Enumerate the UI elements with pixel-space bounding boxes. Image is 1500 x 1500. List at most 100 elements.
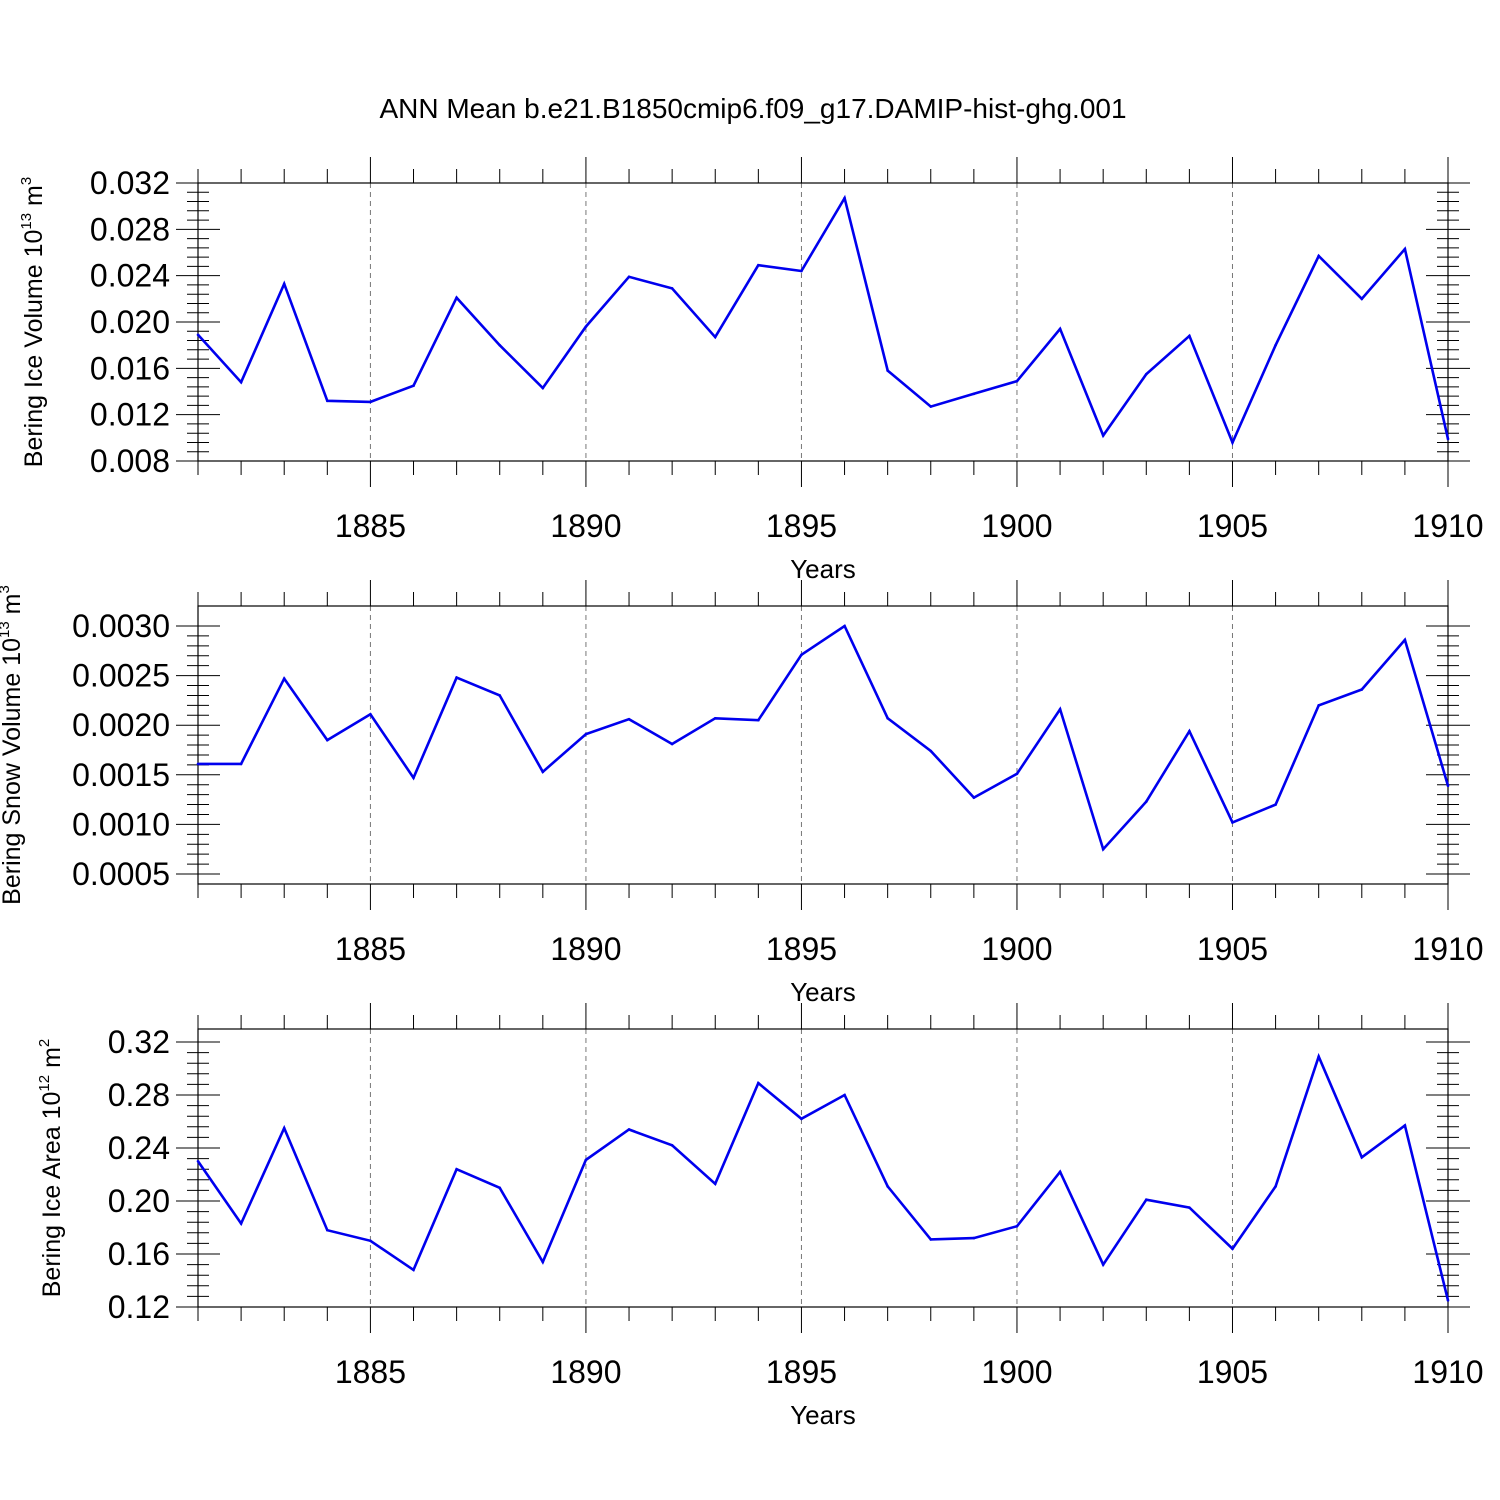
- data-point: [1058, 327, 1062, 331]
- data-point: [455, 296, 458, 299]
- y-tick-label: 0.0030: [72, 608, 170, 644]
- data-point: [1446, 437, 1450, 441]
- x-tick-label-1885: 1885: [335, 931, 406, 967]
- data-point: [1274, 803, 1277, 806]
- x-axis-label: Years: [790, 1400, 856, 1430]
- data-point: [326, 1228, 329, 1232]
- y-tick-label: 0.16: [108, 1236, 170, 1272]
- y-tick-label: 0.0005: [72, 856, 170, 892]
- data-point: [1274, 343, 1277, 347]
- data-point: [239, 762, 243, 766]
- data-point: [1403, 247, 1407, 251]
- data-point: [1403, 638, 1407, 642]
- data-point: [713, 1182, 717, 1186]
- y-tick-label: 0.0020: [72, 707, 170, 743]
- data-point: [196, 762, 200, 766]
- y-axis-label: Bering Ice Area 1012 m2: [36, 1039, 66, 1298]
- data-point: [196, 1159, 200, 1163]
- y-tick-label: 0.12: [108, 1289, 170, 1325]
- x-tick-label-1910: 1910: [1412, 931, 1483, 967]
- data-point: [584, 732, 588, 736]
- data-point: [627, 1128, 631, 1131]
- y-axis-label: Bering Ice Volume 1013 m3: [18, 177, 48, 467]
- data-point: [1317, 704, 1320, 707]
- data-point: [1360, 297, 1364, 301]
- data-point: [282, 1126, 286, 1130]
- plot-frame: [197, 182, 1449, 462]
- data-point: [1144, 372, 1148, 376]
- data-point: [1231, 821, 1234, 824]
- data-point: [369, 712, 372, 716]
- data-point: [843, 1093, 846, 1097]
- data-point: [972, 796, 976, 799]
- x-axis-label: Years: [790, 554, 856, 584]
- data-point: [196, 333, 200, 337]
- x-tick-label-1900: 1900: [981, 508, 1052, 544]
- chart-title: ANN Mean b.e21.B1850cmip6.f09_g17.DAMIP-…: [379, 93, 1126, 124]
- x-tick-label-1895: 1895: [766, 931, 837, 967]
- y-tick-label: 0.016: [90, 350, 170, 386]
- data-point: [541, 386, 545, 390]
- x-tick-label-1890: 1890: [550, 931, 621, 967]
- series-line-ice-volume: [197, 194, 1450, 446]
- data-point: [886, 369, 889, 372]
- data-point: [1144, 1198, 1148, 1201]
- y-tick-label: 0.012: [90, 397, 170, 433]
- y-axis-label: Bering Snow Volume 1013 m3: [0, 585, 26, 905]
- data-point: [584, 325, 588, 328]
- data-point: [282, 677, 286, 680]
- panel-snow-volume: 0.0005 0.0010 0.0015 0.0020 0.0025 0.0030 1885…: [0, 580, 1484, 1007]
- data-point: [282, 282, 286, 286]
- x-tick-label-1910: 1910: [1412, 508, 1483, 544]
- data-point: [1101, 847, 1105, 851]
- y-tick-label: 0.032: [90, 165, 170, 201]
- x-tick-label-1900: 1900: [981, 931, 1052, 967]
- data-point: [326, 738, 329, 742]
- data-point: [1231, 1247, 1234, 1250]
- data-point: [1317, 1055, 1320, 1058]
- data-point: [1101, 434, 1105, 437]
- data-point: [1015, 772, 1019, 776]
- series-line-snow-volume: [198, 624, 1450, 852]
- data-point: [757, 263, 760, 267]
- data-point: [1144, 800, 1148, 803]
- data-point: [1188, 1206, 1191, 1209]
- x-tick-label-1900: 1900: [981, 1354, 1052, 1390]
- y-tick-label: 0.32: [108, 1024, 170, 1060]
- y-tick-label: 0.024: [90, 258, 170, 294]
- x-tick-label-1895: 1895: [766, 508, 837, 544]
- y-tick-label: 0.008: [90, 443, 170, 479]
- data-point: [843, 624, 846, 628]
- data-point: [498, 694, 502, 697]
- data-point: [1188, 729, 1191, 733]
- data-point: [1015, 1224, 1019, 1228]
- x-tick-label-1895: 1895: [766, 1354, 837, 1390]
- data-point: [1015, 379, 1019, 383]
- panel-ice-volume: 0.008 0.012 0.016 0.020 0.024 0.028 0.032 1885 1…: [18, 157, 1484, 584]
- data-point: [326, 399, 329, 403]
- data-point: [929, 749, 933, 753]
- data-point: [972, 1236, 976, 1240]
- data-point: [239, 1222, 243, 1225]
- data-point: [929, 405, 933, 408]
- data-point: [800, 269, 803, 273]
- panel-ice-area: 0.12 0.16 0.20 0.24 0.28 0.32 1885 1890 1895 1900…: [36, 1003, 1484, 1430]
- data-point: [1101, 1263, 1105, 1266]
- data-point: [1231, 441, 1234, 444]
- data-point: [886, 1185, 889, 1188]
- x-tick-label-1890: 1890: [550, 508, 621, 544]
- data-point: [369, 400, 372, 404]
- data-point: [627, 275, 631, 279]
- y-tick-label: 0.24: [108, 1130, 170, 1166]
- data-point: [1317, 254, 1320, 258]
- data-point: [1058, 708, 1062, 711]
- data-point: [670, 1144, 674, 1147]
- data-point: [713, 716, 717, 720]
- data-point: [670, 287, 674, 290]
- data-point: [1403, 1124, 1407, 1127]
- x-tick-label-1890: 1890: [550, 1354, 621, 1390]
- data-point: [843, 196, 846, 200]
- x-axis-label: Years: [790, 977, 856, 1007]
- y-tick-label: 0.20: [108, 1183, 170, 1219]
